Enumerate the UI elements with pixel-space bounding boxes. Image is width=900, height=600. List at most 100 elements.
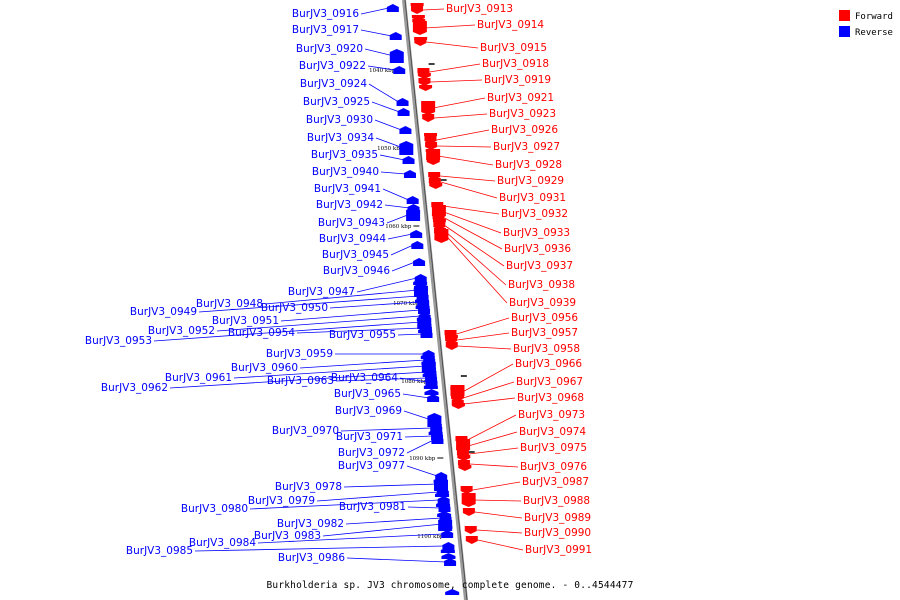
- gene-label-BurJV3_0941[interactable]: BurJV3_0941: [314, 183, 381, 195]
- reverse-gene-arrow[interactable]: [440, 547, 455, 553]
- forward-gene-arrow[interactable]: [445, 342, 458, 350]
- reverse-gene-arrow[interactable]: [399, 126, 412, 134]
- forward-gene-arrow[interactable]: [425, 142, 438, 150]
- reverse-gene-arrow[interactable]: [437, 511, 452, 517]
- forward-gene-arrow[interactable]: [412, 19, 426, 25]
- forward-gene-arrow[interactable]: [424, 133, 438, 139]
- gene-label-BurJV3_0919[interactable]: BurJV3_0919: [484, 74, 551, 86]
- gene-label-BurJV3_0920[interactable]: BurJV3_0920: [296, 43, 363, 55]
- gene-label-BurJV3_0960[interactable]: BurJV3_0960: [231, 362, 298, 374]
- reverse-gene-arrow[interactable]: [422, 365, 437, 371]
- reverse-gene-arrow[interactable]: [433, 477, 448, 483]
- reverse-gene-arrow[interactable]: [414, 274, 427, 282]
- gene-label-BurJV3_0944[interactable]: BurJV3_0944: [319, 233, 386, 245]
- gene-label-BurJV3_0936[interactable]: BurJV3_0936: [504, 243, 571, 255]
- reverse-gene-arrow[interactable]: [436, 501, 451, 507]
- forward-gene-arrow[interactable]: [461, 493, 476, 507]
- gene-label-BurJV3_0947[interactable]: BurJV3_0947: [288, 286, 355, 298]
- gene-label-BurJV3_0916[interactable]: BurJV3_0916: [292, 8, 359, 20]
- forward-gene-arrow[interactable]: [422, 114, 435, 122]
- reverse-gene-arrow[interactable]: [423, 383, 438, 389]
- reverse-gene-arrow[interactable]: [418, 327, 433, 333]
- gene-label-BurJV3_0978[interactable]: BurJV3_0978: [275, 481, 342, 493]
- forward-gene-arrow[interactable]: [432, 211, 446, 217]
- gene-label-BurJV3_0984[interactable]: BurJV3_0984: [189, 537, 256, 549]
- forward-gene-arrow[interactable]: [414, 37, 428, 43]
- gene-label-BurJV3_0962[interactable]: BurJV3_0962: [101, 382, 168, 394]
- gene-label-BurJV3_0991[interactable]: BurJV3_0991: [525, 544, 592, 556]
- reverse-gene-arrow[interactable]: [406, 207, 421, 221]
- forward-gene-arrow[interactable]: [419, 85, 433, 91]
- gene-label-BurJV3_0968[interactable]: BurJV3_0968: [517, 392, 584, 404]
- gene-label-BurJV3_0948[interactable]: BurJV3_0948: [196, 298, 263, 310]
- gene-label-BurJV3_0923[interactable]: BurJV3_0923: [489, 108, 556, 120]
- gene-label-BurJV3_0966[interactable]: BurJV3_0966: [515, 358, 582, 370]
- gene-label-BurJV3_0946[interactable]: BurJV3_0946: [323, 265, 390, 277]
- gene-label-BurJV3_0945[interactable]: BurJV3_0945: [322, 249, 389, 261]
- forward-gene-arrow[interactable]: [457, 455, 471, 461]
- reverse-gene-arrow[interactable]: [445, 589, 460, 595]
- reverse-gene-arrow[interactable]: [428, 429, 443, 435]
- forward-gene-arrow[interactable]: [451, 403, 465, 409]
- gene-label-BurJV3_0953[interactable]: BurJV3_0953: [85, 335, 152, 347]
- reverse-gene-arrow[interactable]: [411, 241, 424, 249]
- forward-gene-arrow[interactable]: [426, 159, 440, 165]
- gene-label-BurJV3_0959[interactable]: BurJV3_0959: [266, 348, 333, 360]
- reverse-gene-arrow[interactable]: [441, 530, 454, 538]
- gene-label-BurJV3_0931[interactable]: BurJV3_0931: [499, 192, 566, 204]
- forward-gene-arrow[interactable]: [411, 6, 424, 14]
- reverse-gene-arrow[interactable]: [435, 491, 450, 497]
- reverse-gene-arrow[interactable]: [406, 196, 419, 204]
- gene-label-BurJV3_0967[interactable]: BurJV3_0967: [516, 376, 583, 388]
- gene-label-BurJV3_0972[interactable]: BurJV3_0972: [338, 447, 405, 459]
- forward-gene-arrow[interactable]: [412, 21, 427, 35]
- gene-label-BurJV3_0915[interactable]: BurJV3_0915: [480, 42, 547, 54]
- reverse-gene-arrow[interactable]: [389, 32, 402, 40]
- reverse-gene-arrow[interactable]: [427, 421, 442, 427]
- gene-label-BurJV3_0949[interactable]: BurJV3_0949: [130, 306, 197, 318]
- gene-label-BurJV3_0981[interactable]: BurJV3_0981: [339, 501, 406, 513]
- gene-label-BurJV3_0971[interactable]: BurJV3_0971: [336, 431, 403, 443]
- reverse-gene-arrow[interactable]: [399, 141, 414, 155]
- reverse-gene-arrow[interactable]: [427, 394, 440, 402]
- gene-label-BurJV3_0976[interactable]: BurJV3_0976: [520, 461, 587, 473]
- forward-gene-arrow[interactable]: [417, 73, 431, 79]
- gene-label-BurJV3_0934[interactable]: BurJV3_0934: [307, 132, 374, 144]
- reverse-gene-arrow[interactable]: [413, 258, 426, 266]
- gene-label-BurJV3_0918[interactable]: BurJV3_0918: [482, 58, 549, 70]
- gene-label-BurJV3_0940[interactable]: BurJV3_0940: [312, 166, 379, 178]
- gene-label-BurJV3_0952[interactable]: BurJV3_0952: [148, 325, 215, 337]
- reverse-gene-arrow[interactable]: [393, 66, 406, 74]
- gene-label-BurJV3_0922[interactable]: BurJV3_0922: [299, 60, 366, 72]
- gene-label-BurJV3_0987[interactable]: BurJV3_0987: [522, 476, 589, 488]
- gene-label-BurJV3_0925[interactable]: BurJV3_0925: [303, 96, 370, 108]
- reverse-gene-arrow[interactable]: [410, 230, 423, 238]
- reverse-gene-arrow[interactable]: [415, 297, 429, 303]
- gene-label-BurJV3_0982[interactable]: BurJV3_0982: [277, 518, 344, 530]
- reverse-gene-arrow[interactable]: [389, 49, 404, 63]
- gene-label-BurJV3_0975[interactable]: BurJV3_0975: [520, 442, 587, 454]
- gene-label-BurJV3_0937[interactable]: BurJV3_0937: [506, 260, 573, 272]
- reverse-gene-arrow[interactable]: [417, 321, 432, 327]
- gene-label-BurJV3_0977[interactable]: BurJV3_0977: [338, 460, 405, 472]
- gene-label-BurJV3_0928[interactable]: BurJV3_0928: [495, 159, 562, 171]
- reverse-gene-arrow[interactable]: [435, 472, 448, 480]
- gene-label-BurJV3_0963[interactable]: BurJV3_0963: [267, 375, 334, 387]
- forward-gene-arrow[interactable]: [425, 149, 439, 155]
- gene-label-BurJV3_0938[interactable]: BurJV3_0938: [508, 279, 575, 291]
- forward-gene-arrow[interactable]: [465, 536, 478, 544]
- reverse-gene-arrow[interactable]: [386, 4, 399, 12]
- forward-gene-arrow[interactable]: [421, 101, 436, 115]
- gene-label-BurJV3_0973[interactable]: BurJV3_0973: [518, 409, 585, 421]
- gene-label-BurJV3_0935[interactable]: BurJV3_0935: [311, 149, 378, 161]
- gene-label-BurJV3_0955[interactable]: BurJV3_0955: [329, 329, 396, 341]
- gene-label-BurJV3_0985[interactable]: BurJV3_0985: [126, 545, 193, 557]
- reverse-gene-arrow[interactable]: [442, 542, 455, 550]
- reverse-gene-arrow[interactable]: [415, 303, 430, 309]
- forward-gene-arrow[interactable]: [444, 335, 458, 341]
- forward-gene-arrow[interactable]: [464, 526, 477, 534]
- gene-label-BurJV3_0921[interactable]: BurJV3_0921: [487, 92, 554, 104]
- forward-gene-arrow[interactable]: [456, 447, 470, 453]
- gene-label-BurJV3_0924[interactable]: BurJV3_0924: [300, 78, 367, 90]
- gene-label-BurJV3_0979[interactable]: BurJV3_0979: [248, 495, 315, 507]
